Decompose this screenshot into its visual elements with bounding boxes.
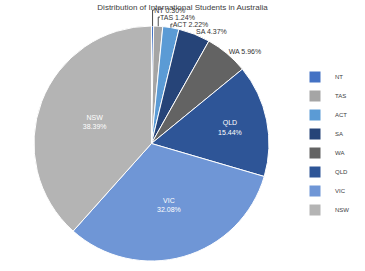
svg-text:SA 4.37%: SA 4.37% — [196, 28, 227, 35]
svg-text:Distribution of International: Distribution of International Students i… — [97, 3, 268, 12]
svg-text:TAS: TAS — [335, 93, 346, 99]
svg-text:ACT 2.22%: ACT 2.22% — [173, 21, 209, 28]
svg-text:ACT: ACT — [335, 112, 347, 118]
svg-text:TAS 1.24%: TAS 1.24% — [160, 14, 195, 21]
svg-text:SA: SA — [335, 131, 343, 137]
svg-text:QLD15.44%: QLD15.44% — [218, 119, 242, 135]
svg-text:NSW: NSW — [335, 207, 349, 213]
svg-text:WA: WA — [335, 150, 344, 156]
svg-text:NT 0.30%: NT 0.30% — [154, 7, 185, 14]
svg-text:WA 5.96%: WA 5.96% — [229, 48, 261, 55]
svg-text:NSW38.39%: NSW38.39% — [83, 114, 107, 130]
svg-text:QLD: QLD — [335, 169, 348, 175]
svg-text:VIC: VIC — [335, 188, 346, 194]
svg-text:VIC32.08%: VIC32.08% — [157, 197, 181, 213]
svg-text:NT: NT — [335, 74, 343, 80]
